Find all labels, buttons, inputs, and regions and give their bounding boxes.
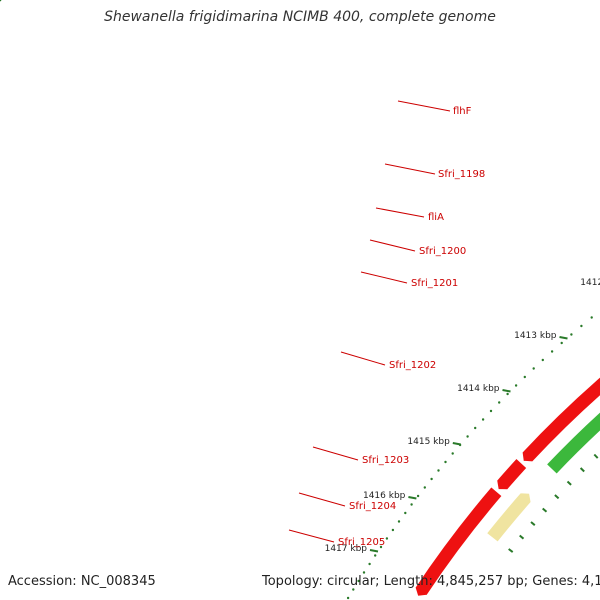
forward-track-tick xyxy=(542,507,548,513)
gene-label-leader xyxy=(298,492,346,507)
forward-track-tick xyxy=(530,521,536,526)
gc-dot xyxy=(397,520,401,523)
forward-track-tick xyxy=(579,467,585,473)
accession-text: Accession: NC_008345 xyxy=(8,574,156,589)
forward-track-tick xyxy=(508,548,514,553)
scale-tick xyxy=(502,389,511,393)
gc-dot xyxy=(357,579,360,583)
gc-dot xyxy=(423,486,426,489)
gene-label-leader xyxy=(288,529,335,543)
gene-label: Sfri_1200 xyxy=(419,246,466,257)
forward-track-tick xyxy=(554,494,560,500)
gc-dot xyxy=(374,554,377,557)
gene-label: Sfri_1205 xyxy=(338,537,385,548)
forward-gene-arrow xyxy=(486,492,532,543)
gc-dot xyxy=(560,341,563,345)
scale-tick xyxy=(559,336,568,340)
gene-label-leader xyxy=(369,239,416,252)
gc-dot xyxy=(404,511,407,515)
gc-dot xyxy=(532,367,535,370)
gc-dot xyxy=(580,324,583,328)
forward-gene-arrow xyxy=(546,411,600,475)
gc-dot xyxy=(550,350,554,353)
scale-tick-label: 1414 kbp xyxy=(457,384,500,394)
gc-dot xyxy=(489,409,493,413)
gene-label: Sfri_1198 xyxy=(438,169,485,180)
map-title: Shewanella frigidimarina NCIMB 400, comp… xyxy=(104,9,496,25)
gene-label: Sfri_1202 xyxy=(389,360,436,371)
scale-tick-label: 1416 kbp xyxy=(363,491,406,501)
scale-tick xyxy=(408,496,417,500)
gc-dot xyxy=(362,571,366,574)
scale-tick-label: 1413 kbp xyxy=(514,331,557,341)
forward-track-tick xyxy=(593,453,599,459)
scale-tick-label: 1412 kbp xyxy=(580,278,600,288)
forward-track-tick xyxy=(566,480,572,486)
gc-dot xyxy=(481,418,485,421)
gc-dot xyxy=(368,562,371,566)
gene-label-leader xyxy=(360,271,408,284)
gc-dot xyxy=(570,333,573,336)
gene-label: fliA xyxy=(428,212,444,223)
gc-dot xyxy=(437,469,440,472)
gene-label-leader xyxy=(340,351,386,366)
gene-label: Sfri_1201 xyxy=(411,278,458,289)
gc-dot xyxy=(346,596,350,600)
gene-label-leader xyxy=(397,100,451,112)
gc-dot xyxy=(352,588,355,591)
forward-track-tick xyxy=(519,534,525,540)
gene-label: Sfri_1203 xyxy=(362,455,409,466)
gc-dot xyxy=(451,452,454,455)
reverse-gene-arrow xyxy=(496,457,528,491)
gc-dot xyxy=(444,460,447,464)
gene-label-leader xyxy=(312,446,359,461)
gene-label-leader xyxy=(384,163,436,175)
gc-dot xyxy=(506,392,509,396)
scale-tick xyxy=(452,442,461,446)
forward-strand-track xyxy=(0,0,600,553)
gc-dot xyxy=(466,435,469,438)
scale-tick xyxy=(369,549,379,553)
genome-summary-text: Topology: circular; Length: 4,845,257 bp… xyxy=(262,574,600,589)
gc-dot xyxy=(430,477,433,481)
gene-label-leader xyxy=(375,207,425,218)
gc-dot xyxy=(541,358,544,362)
scale-tick-label: 1417 kbp xyxy=(325,544,368,554)
scale-tick-label: 1415 kbp xyxy=(407,437,450,447)
gc-dot xyxy=(514,384,518,387)
gc-dot xyxy=(0,0,2,2)
reverse-gene-arrow xyxy=(414,486,503,597)
gc-dot xyxy=(379,545,383,549)
gc-dot xyxy=(474,426,477,430)
reverse-strand-track xyxy=(415,165,600,597)
gc-dot xyxy=(590,316,593,319)
gene-labels: flhF Sfri_1198 fliA Sfri_1200 Sfri_1201 Sfri_… xyxy=(288,100,485,548)
scale-ticks: 1408 kbp1409 kbp1410 kbp1411 kbp1412 kbp… xyxy=(325,278,600,554)
gc-dot xyxy=(416,494,420,498)
gc-dot xyxy=(385,537,389,540)
gc-dot xyxy=(498,401,501,404)
gc-dot xyxy=(410,503,413,506)
reverse-gene-arrow xyxy=(521,376,600,463)
gene-label: flhF xyxy=(453,106,472,117)
gc-dot xyxy=(523,375,526,379)
gene-label: Sfri_1204 xyxy=(349,501,396,512)
gc-dot xyxy=(391,528,395,532)
